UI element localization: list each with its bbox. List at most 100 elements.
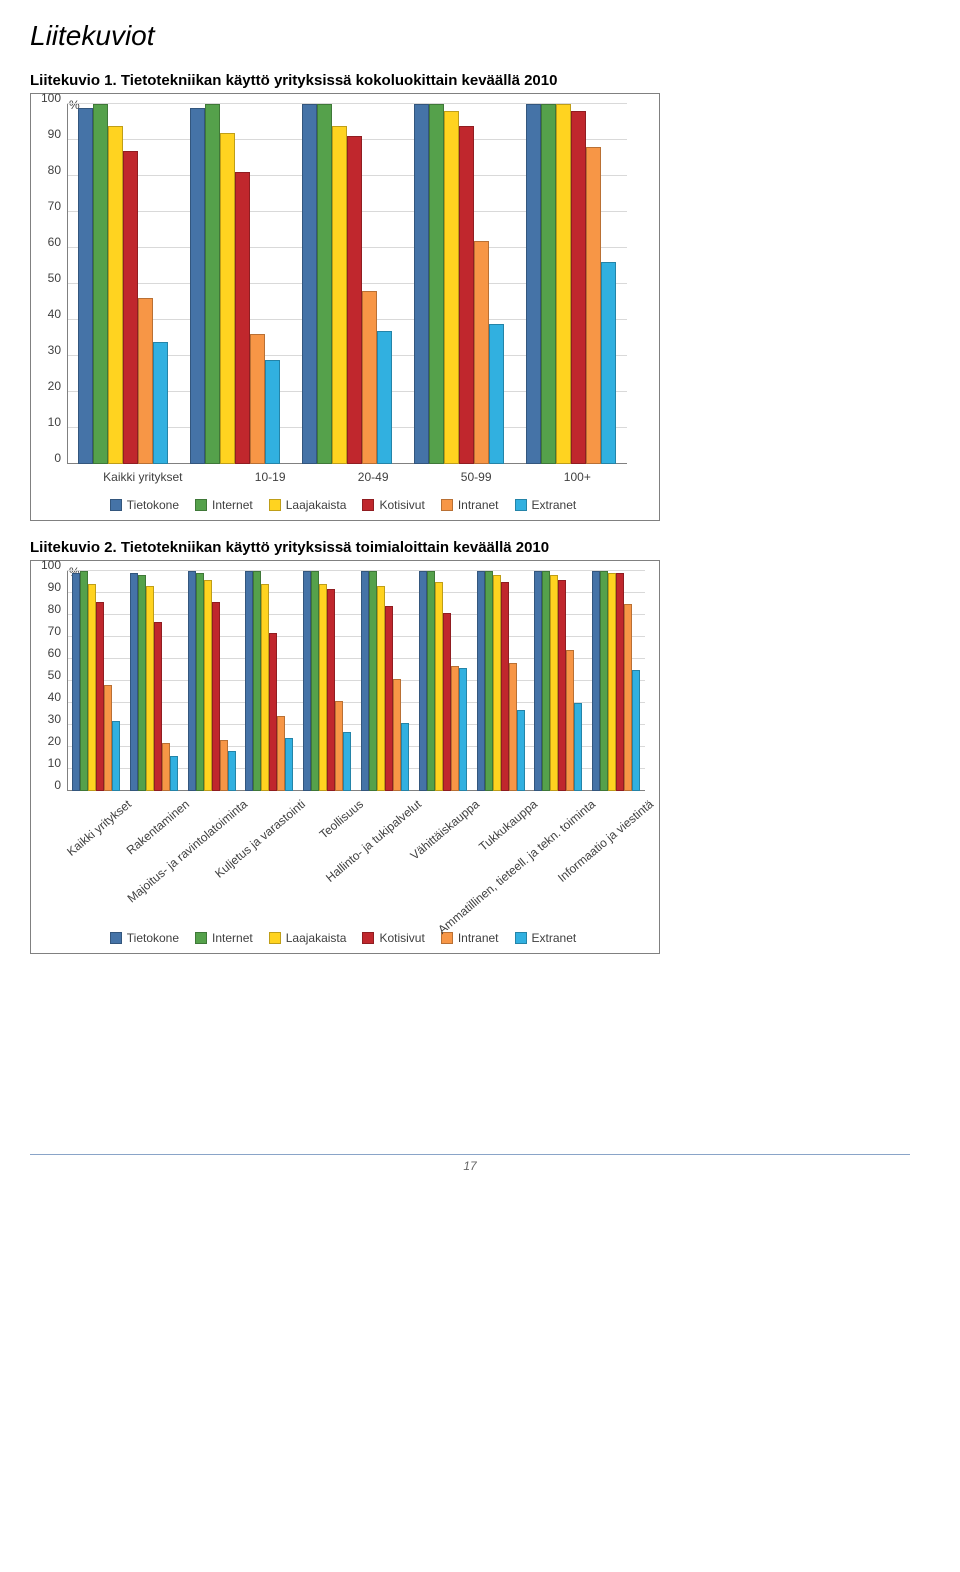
bar-tietokone	[72, 573, 80, 791]
bar-laajakaista	[556, 104, 571, 464]
bar-internet	[93, 104, 108, 464]
bar-laajakaista	[377, 586, 385, 791]
bar-internet	[369, 571, 377, 791]
chart2-x-labels: Kaikki yrityksetRakentaminenMajoitus- ja…	[67, 797, 647, 917]
bar-kotisivut	[443, 613, 451, 791]
bar-laajakaista	[88, 584, 96, 791]
bar-laajakaista	[220, 133, 235, 464]
bar-tietokone	[78, 108, 93, 464]
bar-laajakaista	[332, 126, 347, 464]
chart2-caption: Liitekuvio 2. Tietotekniikan käyttö yrit…	[30, 539, 930, 556]
bar-extranet	[265, 360, 280, 464]
bar-kotisivut	[558, 580, 566, 791]
legend-swatch	[269, 932, 281, 944]
legend-swatch	[110, 499, 122, 511]
page-title: Liitekuviot	[30, 20, 930, 52]
bar-group	[245, 571, 293, 791]
bar-laajakaista	[550, 575, 558, 791]
legend-item-intranet: Intranet	[441, 931, 499, 945]
legend-swatch	[195, 499, 207, 511]
bar-intranet	[220, 740, 228, 791]
bar-intranet	[393, 679, 401, 791]
bar-extranet	[170, 756, 178, 791]
bar-group	[361, 571, 409, 791]
bar-intranet	[104, 685, 112, 791]
chart1-y-axis: 1009080706050403020100	[41, 104, 67, 464]
bar-extranet	[517, 710, 525, 791]
chart2: % 1009080706050403020100 Kaikki yritykse…	[30, 560, 660, 954]
bar-extranet	[574, 703, 582, 791]
bar-tietokone	[477, 571, 485, 791]
bar-group	[414, 104, 504, 464]
bar-tietokone	[303, 571, 311, 791]
bar-kotisivut	[327, 589, 335, 791]
bar-group	[72, 571, 120, 791]
bar-laajakaista	[493, 575, 501, 791]
bar-group	[190, 104, 280, 464]
page-footer: 17	[30, 1154, 910, 1173]
bar-internet	[485, 571, 493, 791]
legend-label: Internet	[212, 931, 253, 945]
bar-extranet	[377, 331, 392, 464]
bar-tietokone	[534, 571, 542, 791]
legend-label: Intranet	[458, 931, 499, 945]
bar-group	[526, 104, 616, 464]
bar-extranet	[228, 751, 236, 791]
bar-intranet	[335, 701, 343, 791]
bar-group	[534, 571, 582, 791]
x-label: 100+	[564, 470, 591, 484]
bar-kotisivut	[123, 151, 138, 464]
bar-internet	[196, 573, 204, 791]
chart2-legend: TietokoneInternetLaajakaistaKotisivutInt…	[41, 931, 645, 945]
bar-group	[130, 573, 178, 791]
bar-intranet	[451, 666, 459, 791]
bar-internet	[311, 571, 319, 791]
bar-extranet	[459, 668, 467, 791]
legend-label: Intranet	[458, 498, 499, 512]
bar-tietokone	[130, 573, 138, 791]
chart1-x-labels: Kaikki yritykset10-1920-4950-99100+	[67, 470, 627, 484]
x-label: Kaikki yritykset	[103, 470, 182, 484]
x-label: 20-49	[358, 470, 389, 484]
bar-laajakaista	[261, 584, 269, 791]
bar-tietokone	[526, 104, 541, 464]
bar-tietokone	[414, 104, 429, 464]
legend-item-internet: Internet	[195, 931, 253, 945]
bar-internet	[429, 104, 444, 464]
bar-laajakaista	[444, 111, 459, 464]
legend-swatch	[515, 499, 527, 511]
bar-tietokone	[361, 571, 369, 791]
bar-internet	[427, 571, 435, 791]
legend-item-tietokone: Tietokone	[110, 931, 179, 945]
bar-intranet	[624, 604, 632, 791]
bar-tietokone	[188, 571, 196, 791]
legend-label: Internet	[212, 498, 253, 512]
bar-kotisivut	[385, 606, 393, 791]
bar-kotisivut	[571, 111, 586, 464]
x-label: Vähittäiskauppa	[429, 797, 482, 845]
bar-group	[302, 104, 392, 464]
bar-tietokone	[592, 571, 600, 791]
legend-label: Tietokone	[127, 498, 179, 512]
bar-group	[303, 571, 351, 791]
legend-label: Extranet	[532, 931, 577, 945]
chart1: % 1009080706050403020100 Kaikki yritykse…	[30, 93, 660, 521]
bar-internet	[600, 571, 608, 791]
bar-kotisivut	[459, 126, 474, 464]
bar-intranet	[362, 291, 377, 464]
x-label: Kuljetus ja varastointi	[255, 797, 308, 845]
legend-item-laajakaista: Laajakaista	[269, 931, 347, 945]
bar-intranet	[250, 334, 265, 464]
legend-label: Laajakaista	[286, 498, 347, 512]
bar-laajakaista	[204, 580, 212, 791]
bar-internet	[80, 571, 88, 791]
bar-kotisivut	[96, 602, 104, 791]
bar-internet	[317, 104, 332, 464]
x-label: Ammatillinen, tieteell. ja tekn. toimint…	[545, 797, 598, 845]
bar-laajakaista	[435, 582, 443, 791]
bar-internet	[138, 575, 146, 791]
bar-kotisivut	[616, 573, 624, 791]
bar-extranet	[343, 732, 351, 791]
bar-laajakaista	[608, 573, 616, 791]
legend-item-extranet: Extranet	[515, 498, 577, 512]
